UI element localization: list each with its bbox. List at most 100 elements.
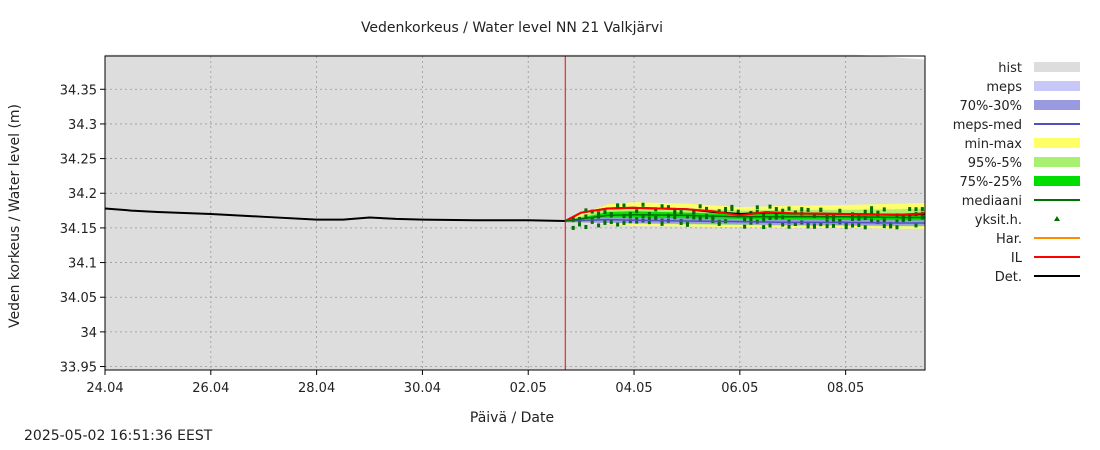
ensemble-point — [863, 209, 867, 214]
plot-frame — [104, 55, 926, 371]
legend-label: yksit.h. — [975, 213, 1022, 228]
ensemble-point — [673, 207, 677, 212]
ensemble-point — [749, 217, 753, 222]
ensemble-point — [781, 222, 785, 227]
ensemble-point — [609, 220, 613, 225]
ensemble-point — [812, 224, 816, 229]
ensemble-point — [597, 223, 601, 228]
y-tick-label: 34.05 — [60, 291, 97, 306]
ensemble-point — [647, 211, 651, 216]
ensemble-point — [698, 204, 702, 209]
ensemble-point — [806, 207, 810, 212]
plot-area: 24.04 26.04 28.04 30.04 02.05 04.05 06.05 08.05… — [60, 54, 926, 396]
ensemble-point — [635, 217, 639, 222]
legend-label: mediaani — [962, 194, 1022, 209]
ensemble-point — [908, 217, 912, 222]
ensemble-point — [666, 205, 670, 210]
ensemble-point — [825, 224, 829, 229]
ensemble-point — [851, 216, 855, 221]
ensemble-point — [590, 219, 594, 224]
ensemble-point — [584, 214, 588, 219]
legend-label: IL — [1011, 251, 1023, 266]
ensemble-point — [895, 219, 899, 224]
series-meps-med — [565, 218, 925, 224]
y-tick-label: 33.95 — [60, 361, 97, 376]
y-tick-label: 34.2 — [68, 187, 97, 202]
ensemble-point — [705, 215, 709, 220]
ensemble-point — [762, 213, 766, 218]
ensemble-point — [736, 209, 740, 214]
ensemble-point — [571, 216, 575, 221]
x-tick-label: 04.05 — [615, 381, 652, 396]
ensemble-point — [882, 218, 886, 223]
ensemble-point — [870, 218, 874, 223]
ensemble-point — [787, 224, 791, 229]
y-axis-label: Veden korkeus / Water level (m) — [7, 104, 23, 328]
series-mediaani — [565, 213, 925, 222]
ensemble-point — [698, 215, 702, 220]
ensemble-point — [844, 221, 848, 226]
ensemble-point — [838, 219, 842, 224]
ensemble-point — [685, 222, 689, 227]
ensemble-point — [673, 211, 677, 216]
ensemble-point — [755, 209, 759, 214]
ensemble-point — [628, 219, 632, 224]
ensemble-point — [806, 224, 810, 229]
x-tick-label: 30.04 — [404, 381, 441, 396]
ensemble-point — [647, 220, 651, 225]
ensemble-point — [660, 204, 664, 209]
ensemble-point — [622, 220, 626, 225]
ensemble-point — [622, 203, 626, 208]
ensemble-point — [800, 207, 804, 212]
ensemble-point — [635, 219, 639, 224]
ensemble-point — [882, 224, 886, 229]
ensemble-point — [819, 222, 823, 227]
ensemble-point — [889, 221, 893, 226]
ensemble-point — [914, 207, 918, 212]
ensemble-point — [597, 211, 601, 216]
ensemble-point — [851, 223, 855, 228]
legend-swatch — [1034, 157, 1080, 167]
ensemble-point — [692, 215, 696, 220]
legend-swatch — [1034, 100, 1080, 110]
ensemble-point — [844, 225, 848, 230]
ensemble-point — [831, 217, 835, 222]
ensemble-point — [660, 221, 664, 226]
ensemble-point — [717, 221, 721, 226]
ensemble-point — [673, 215, 677, 220]
ensemble-point — [806, 221, 810, 226]
ensemble-point — [870, 210, 874, 215]
x-tick-label: 26.04 — [192, 381, 229, 396]
x-tick-label: 28.04 — [298, 381, 335, 396]
x-tick-label: 02.05 — [510, 381, 547, 396]
ensemble-point — [920, 207, 924, 212]
ensemble-point — [870, 206, 874, 211]
y-tick-label: 34.25 — [60, 153, 97, 168]
ensemble-point — [831, 223, 835, 228]
legend-label: Har. — [996, 232, 1022, 247]
legend-swatch — [1034, 138, 1080, 148]
y-tick-label: 34.1 — [68, 257, 97, 272]
series-il — [564, 206, 926, 222]
ensemble-point — [901, 214, 905, 219]
ensemble-point — [908, 207, 912, 212]
ensemble-point — [812, 214, 816, 219]
ensemble-point — [654, 216, 658, 221]
legend-label: hist — [998, 61, 1022, 76]
ensemble-point — [787, 206, 791, 211]
ensemble-point — [781, 208, 785, 213]
legend-swatch — [1054, 216, 1060, 221]
x-tick-label: 06.05 — [721, 381, 758, 396]
ensemble-point — [762, 217, 766, 222]
ensemble-point — [768, 223, 772, 228]
ensemble-point — [889, 224, 893, 229]
y-tick-label: 34 — [80, 326, 97, 341]
y-tick-label: 34.15 — [60, 222, 97, 237]
ensemble-point — [603, 210, 607, 215]
ensemble-point — [628, 211, 632, 216]
hist-band — [105, 54, 925, 371]
y-tick-label: 34.35 — [60, 83, 97, 98]
ensemble-point — [590, 217, 594, 222]
ensemble-point — [838, 208, 842, 213]
